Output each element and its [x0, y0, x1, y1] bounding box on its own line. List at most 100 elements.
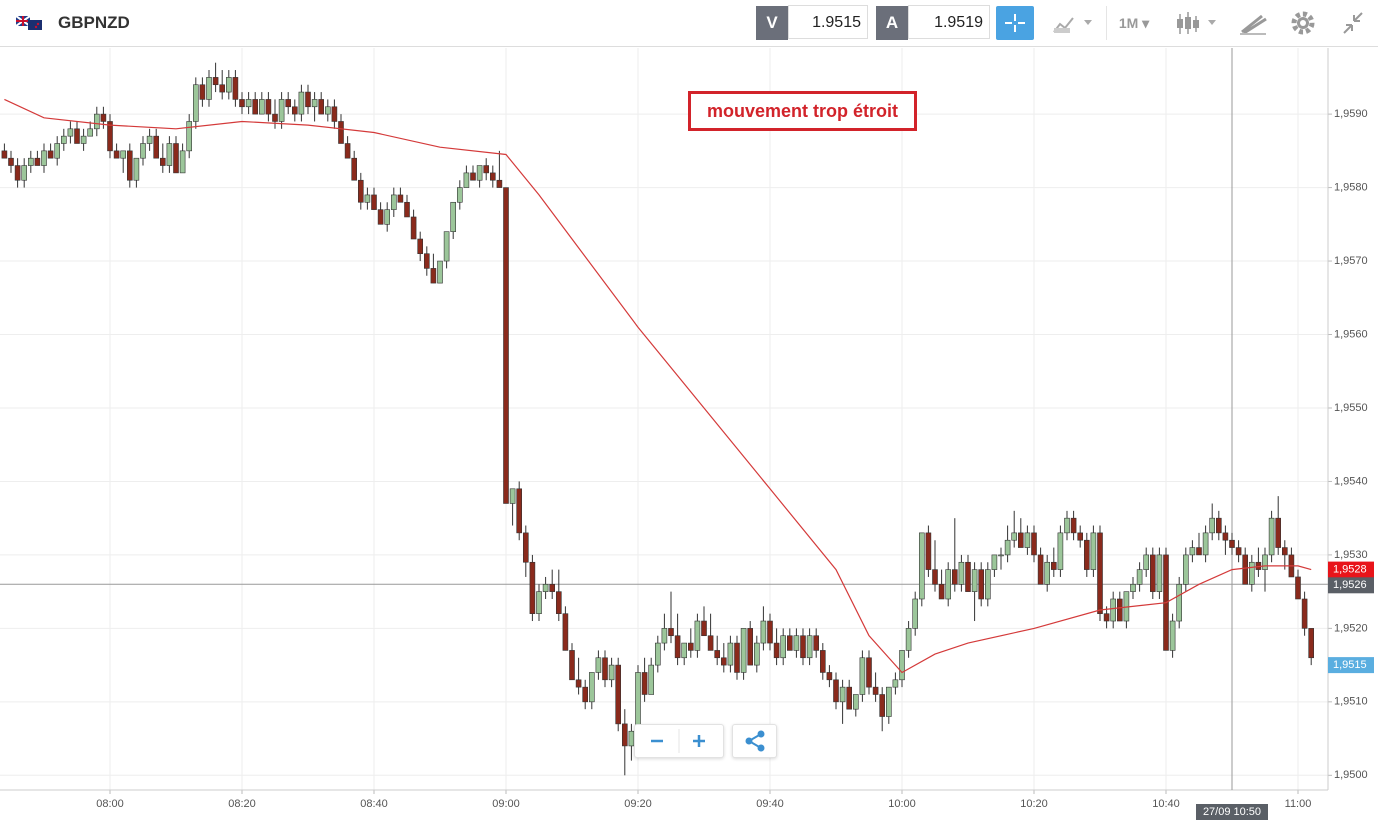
candle-body	[872, 686, 879, 695]
candle-body	[694, 620, 701, 651]
candle-body	[1183, 554, 1189, 585]
minimize-button[interactable]	[1330, 6, 1376, 40]
candle-body	[291, 106, 298, 115]
candle-body	[67, 128, 74, 137]
candle-body	[21, 165, 28, 181]
candle-body	[522, 532, 529, 563]
candle-body	[562, 613, 569, 651]
share-button[interactable]	[732, 724, 777, 758]
candle-body	[410, 216, 417, 240]
candle-body	[1222, 532, 1229, 541]
candle-body	[608, 664, 615, 681]
candle-body	[344, 143, 351, 159]
chart-type-button[interactable]	[1044, 6, 1100, 40]
candle-body	[34, 157, 41, 166]
candle-body	[47, 150, 54, 159]
candle-body	[542, 583, 549, 592]
candle-body	[1268, 517, 1275, 556]
y-tick-label: 1,9520	[1334, 622, 1368, 634]
candle-body	[951, 569, 958, 585]
candle-body	[945, 569, 952, 600]
candle-body	[800, 635, 806, 659]
candle-body	[140, 143, 146, 159]
candle-body	[727, 642, 734, 666]
candle-body	[483, 165, 490, 174]
candle-body	[582, 686, 589, 703]
candle-body	[80, 135, 87, 144]
settings-button[interactable]	[1280, 6, 1326, 40]
candle-body	[509, 488, 516, 504]
candle-body	[1110, 598, 1116, 622]
candle-body	[186, 121, 192, 152]
ask-price[interactable]: 1.9519	[908, 5, 990, 39]
y-tick-label: 1,9500	[1334, 769, 1368, 781]
candle-body	[496, 179, 503, 188]
candle-body	[641, 672, 648, 695]
candle-body	[588, 672, 595, 703]
candle-type-button[interactable]	[1164, 6, 1222, 40]
candle-body	[404, 201, 410, 218]
price-tag	[1328, 561, 1374, 578]
crosshair-price-tag	[1328, 577, 1374, 594]
candle-body	[714, 650, 721, 659]
crosshair-button[interactable]	[996, 6, 1034, 40]
candle-body	[41, 150, 47, 166]
candle-body	[1011, 532, 1018, 541]
candle-body	[226, 77, 232, 93]
price-tag-label: 1,9515	[1333, 659, 1367, 671]
candle-body	[826, 672, 833, 681]
candle-body	[1051, 561, 1057, 570]
candle-body	[753, 642, 760, 666]
candle-body	[1070, 517, 1077, 534]
candle-body	[160, 157, 166, 166]
candle-body	[740, 628, 747, 673]
candle-body	[1077, 532, 1083, 541]
candle-body	[1024, 532, 1031, 548]
candle-body	[1, 150, 8, 159]
candle-body	[1136, 569, 1143, 585]
candle-body	[859, 657, 866, 695]
x-tick-label: 09:40	[756, 798, 784, 810]
candle-body	[846, 686, 853, 710]
candle-body	[74, 128, 80, 144]
candle-body	[1037, 554, 1044, 585]
symbol: GBPNZD	[58, 13, 130, 32]
candle-body	[602, 657, 608, 681]
candle-body	[978, 569, 985, 600]
draw-button[interactable]	[1230, 6, 1276, 40]
y-tick-label: 1,9540	[1334, 475, 1368, 487]
candle-body	[456, 187, 463, 203]
candle-body	[219, 84, 225, 93]
x-tick-label: 10:00	[888, 798, 916, 810]
timeframe-button[interactable]: 1M ▾	[1106, 6, 1161, 40]
y-tick-label: 1,9580	[1334, 181, 1368, 193]
candle-body	[54, 143, 61, 159]
bid-price[interactable]: 1.9515	[788, 5, 868, 39]
candle-body	[272, 113, 278, 122]
candle-body	[747, 628, 754, 666]
candle-body	[437, 260, 443, 284]
candle-body	[390, 194, 397, 210]
candle-body	[595, 657, 602, 673]
candle-body	[239, 99, 245, 108]
zoom-in[interactable]	[693, 735, 705, 747]
candle-body	[1196, 547, 1202, 556]
y-tick-label: 1,9550	[1334, 402, 1368, 414]
candle-body	[120, 150, 126, 159]
candle-body	[1130, 583, 1136, 592]
candle-body	[938, 583, 945, 600]
candle-body	[648, 664, 655, 695]
share-icon	[745, 730, 765, 752]
candle-body	[661, 628, 668, 644]
candle-body	[905, 628, 912, 651]
x-tick-label: 08:20	[228, 798, 256, 810]
candle-body	[885, 686, 892, 717]
candle-body	[450, 201, 457, 232]
zoom-icons	[651, 729, 705, 753]
candle-body	[628, 730, 635, 747]
candle-body	[991, 554, 998, 570]
candle-body	[351, 157, 358, 181]
candle-body	[1189, 547, 1196, 556]
candle-body	[27, 157, 34, 166]
candle-body	[852, 694, 859, 710]
